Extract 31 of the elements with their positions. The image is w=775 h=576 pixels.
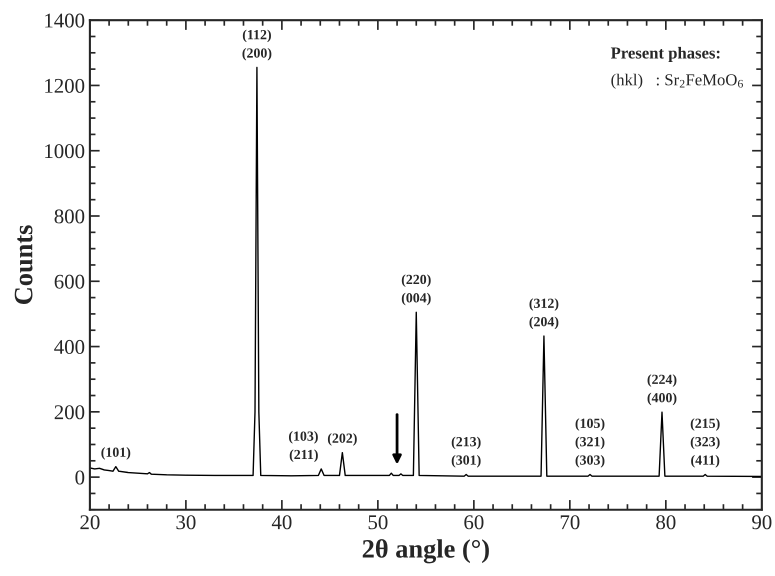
x-tick-label: 70 <box>560 515 580 530</box>
x-tick-label: 80 <box>656 515 676 530</box>
annotation: (312) (204) <box>530 298 558 330</box>
y-tick-label: 1400 <box>45 14 84 28</box>
annotation: Present phases: <box>610 46 720 62</box>
y-tick-label: 400 <box>54 340 84 354</box>
y-tick-label: 800 <box>54 209 84 224</box>
y-tick-label: 200 <box>54 405 84 420</box>
annotation: (224) (400) <box>648 374 676 406</box>
y-tick-label: 1000 <box>45 144 84 158</box>
annotation: (220) (004) <box>402 274 431 306</box>
line-series <box>90 66 762 478</box>
y-axis-title: Counts <box>14 225 33 304</box>
x-tick-label: 30 <box>176 515 196 530</box>
annotation: (hkl) : Sr$_{2}$FeMoO$_{6}$ <box>611 74 743 89</box>
y-tick-label: 1200 <box>45 78 84 93</box>
annotation: (103) (211) <box>288 431 318 462</box>
y-tick-label: 0 <box>75 470 84 485</box>
x-tick-label: 20 <box>80 515 100 530</box>
x-axis-title: 2θ angle (°) <box>362 539 489 564</box>
x-tick-label: 40 <box>272 515 292 530</box>
annotation: (213) (301) <box>452 436 481 468</box>
x-tick-label: 50 <box>368 515 388 530</box>
annotation: (112) (200) <box>242 30 272 61</box>
y-tick-label: 600 <box>54 274 84 289</box>
x-tick-label: 90 <box>752 515 772 530</box>
x-tick-label: 60 <box>464 515 484 530</box>
annotation: (105) (321) (303) <box>576 418 604 468</box>
annotation: (202) <box>328 433 357 446</box>
annotation: (101) <box>101 447 130 460</box>
annotation: (215) (323) (411) <box>690 418 720 468</box>
